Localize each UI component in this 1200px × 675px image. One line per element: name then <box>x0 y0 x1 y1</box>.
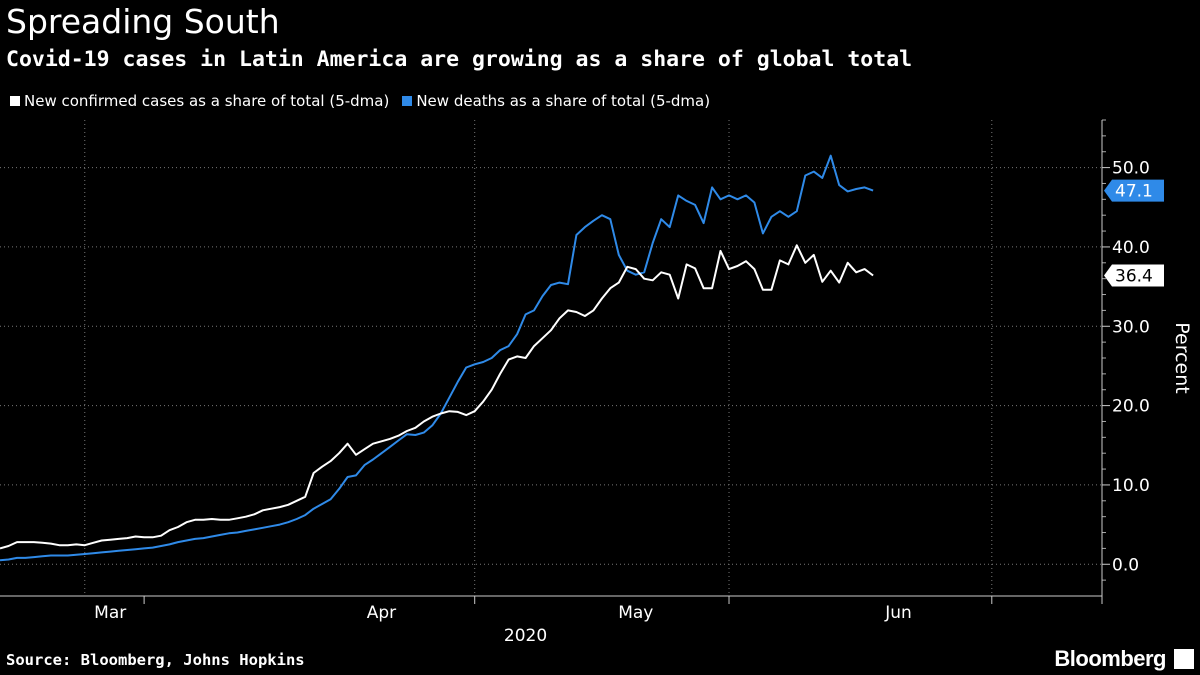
legend-label-cases: New confirmed cases as a share of total … <box>24 92 390 110</box>
y-axis-title: Percent <box>1171 322 1193 394</box>
y-tick-label: 20.0 <box>1112 397 1150 417</box>
y-tick-label: 0.0 <box>1112 555 1139 575</box>
source-note: Source: Bloomberg, Johns Hopkins <box>6 651 305 669</box>
y-tick-label: 30.0 <box>1112 317 1150 337</box>
y-tick-label: 50.0 <box>1112 159 1150 179</box>
last-value-flag-deaths <box>1104 179 1164 202</box>
x-tick-label: Jun <box>884 603 912 623</box>
legend: New confirmed cases as a share of total … <box>10 91 723 111</box>
x-tick-label: Mar <box>94 603 126 623</box>
axis-layer: 0.0 10.0 20.0 30.0 40.0 50.0 Mar Apr May Jun 2020 P… <box>0 119 1193 646</box>
legend-swatch-cases <box>10 96 20 106</box>
last-value-flag-cases <box>1104 264 1164 287</box>
series-line-cases <box>0 244 874 550</box>
x-tick-label: Apr <box>367 603 396 623</box>
legend-swatch-deaths <box>402 96 413 106</box>
label-layer: 36.4 47.1 <box>1104 179 1164 287</box>
y-tick-label: 10.0 <box>1112 476 1150 496</box>
series-layer <box>0 154 874 562</box>
series-line-deaths <box>0 154 874 562</box>
last-value-label-cases: 36.4 <box>1115 266 1153 286</box>
legend-item-cases: New confirmed cases as a share of total … <box>10 91 389 111</box>
x-axis-year-label: 2020 <box>504 626 547 646</box>
last-value-label-deaths: 47.1 <box>1115 182 1153 202</box>
grid-layer <box>0 120 1102 596</box>
x-tick-label: May <box>618 603 653 623</box>
legend-item-deaths: New deaths as a share of total (5-dma) <box>402 91 710 111</box>
y-tick-label: 40.0 <box>1112 238 1150 258</box>
bloomberg-logo: Bloomberg <box>1054 646 1166 671</box>
bloomberg-logo-icon <box>1174 649 1194 669</box>
legend-label-deaths: New deaths as a share of total (5-dma) <box>416 92 711 110</box>
chart-title: Spreading South <box>6 2 280 41</box>
chart-subtitle: Covid-19 cases in Latin America are grow… <box>6 47 913 72</box>
